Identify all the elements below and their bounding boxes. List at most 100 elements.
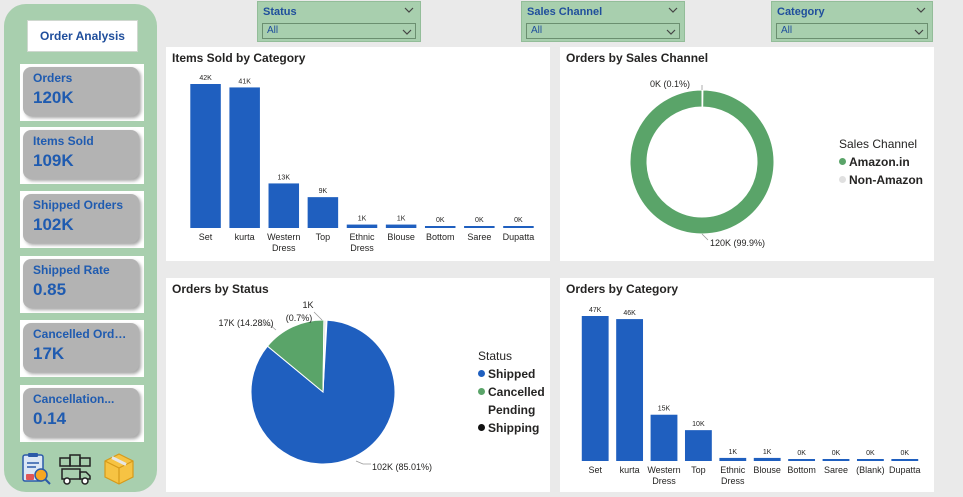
- data-label: 42K: [199, 75, 212, 82]
- legend-item[interactable]: Amazon.in: [839, 153, 923, 171]
- sidebar-icons: [18, 452, 142, 488]
- bar-dupatta[interactable]: [891, 459, 919, 461]
- category-label: Blouse: [387, 232, 415, 242]
- data-label: 1K: [302, 300, 313, 310]
- bar-ethnic-dress[interactable]: [719, 457, 747, 461]
- bar-top[interactable]: [684, 430, 712, 461]
- chevron-down-icon[interactable]: [404, 5, 414, 15]
- filter-title: Sales Channel: [527, 6, 603, 18]
- legend-item[interactable]: Non-Amazon: [839, 171, 923, 189]
- data-label: 0K (0.1%): [650, 79, 690, 89]
- category-label: Dress: [721, 476, 745, 486]
- slice-amazon-in[interactable]: [629, 89, 775, 235]
- category-label: Western: [267, 232, 300, 242]
- data-label: 0K: [436, 217, 445, 224]
- legend-item[interactable]: Shipped: [478, 365, 545, 383]
- category-label: Ethnic: [349, 232, 375, 242]
- bar-blouse[interactable]: [385, 224, 417, 228]
- data-label: (0.7%): [286, 313, 313, 323]
- legend-label: Shipping: [488, 421, 540, 435]
- chart-title: Orders by Status: [172, 282, 269, 296]
- status-pie-chart: 102K (85.01%) 17K (14.28%) 1K (0.7%): [218, 300, 432, 472]
- items-sold-by-category-panel: Items Sold by Category 42K Set 41K kurta 13K…: [166, 47, 550, 261]
- filter-sales-channel[interactable]: Sales Channel All: [521, 1, 685, 42]
- data-label: 41K: [238, 78, 251, 85]
- report-icon[interactable]: [20, 452, 52, 486]
- bar-saree[interactable]: [822, 459, 850, 461]
- kpi-card-orders: Orders 120K: [20, 64, 144, 121]
- bar-western-dress[interactable]: [268, 183, 300, 228]
- filter-value: All: [267, 25, 279, 36]
- sales-channel-select[interactable]: All: [526, 23, 680, 39]
- kpi-value: 109K: [33, 151, 74, 170]
- orders-by-sales-channel-panel: Orders by Sales Channel 0K (0.1%) 120K (9…: [560, 47, 934, 261]
- bar-bottom[interactable]: [788, 459, 816, 461]
- filter-title: Category: [777, 6, 825, 18]
- category-label: Saree: [824, 465, 848, 475]
- kpi-label: Orders: [33, 71, 73, 85]
- delivery-truck-icon[interactable]: [58, 452, 94, 486]
- category-label: Dupatta: [889, 465, 921, 475]
- category-label: Ethnic: [720, 465, 746, 475]
- orders-by-category-panel: Orders by Category 47K Set 46K kurta 15K West…: [560, 278, 934, 492]
- data-label: 0K: [866, 450, 875, 457]
- category-label: Dress: [272, 243, 296, 253]
- chevron-down-icon[interactable]: [916, 5, 926, 15]
- category-label: (Blank): [856, 465, 885, 475]
- kpi-card-cancellation-rate: Cancellation... 0.14: [20, 385, 144, 442]
- legend-title: Sales Channel: [839, 137, 918, 151]
- data-label: 1K: [358, 216, 367, 223]
- bar--blank-[interactable]: [856, 459, 884, 461]
- category-select[interactable]: All: [776, 23, 928, 39]
- chevron-down-icon[interactable]: [914, 27, 924, 37]
- bar-saree[interactable]: [464, 226, 495, 228]
- kpi-label: Shipped Orders: [33, 198, 124, 212]
- bar-set[interactable]: [581, 316, 609, 461]
- legend-item[interactable]: Pending: [478, 401, 545, 419]
- orders-by-status-panel: Orders by Status 102K (85.01%) 17K (14.28…: [166, 278, 550, 492]
- slice-shipping[interactable]: [322, 319, 328, 393]
- kpi-label: Cancellation...: [33, 392, 115, 406]
- kpi-label: Cancelled Orders: [33, 327, 129, 341]
- chart-title: Orders by Category: [566, 282, 679, 296]
- legend-swatch: [478, 388, 485, 395]
- legend-label: Non-Amazon: [849, 173, 923, 187]
- filter-category[interactable]: Category All: [771, 1, 933, 42]
- chevron-down-icon[interactable]: [666, 27, 676, 37]
- bar-set[interactable]: [190, 84, 221, 228]
- bar-bottom[interactable]: [424, 226, 456, 228]
- data-label: 9K: [319, 188, 328, 195]
- bar-ethnic-dress[interactable]: [346, 224, 378, 228]
- bar-western-dress[interactable]: [650, 414, 678, 461]
- legend-label: Pending: [488, 403, 536, 417]
- chevron-down-icon[interactable]: [668, 5, 678, 15]
- bar-kurta[interactable]: [616, 319, 644, 461]
- legend-item[interactable]: Shipping: [478, 419, 545, 437]
- filter-status[interactable]: Status All: [257, 1, 421, 42]
- page-title[interactable]: Order Analysis: [27, 20, 138, 52]
- data-label: 1K: [397, 216, 406, 223]
- kpi-value: 120K: [33, 88, 74, 107]
- data-label: 46K: [623, 310, 636, 317]
- legend: Sales Channel Amazon.in Non-Amazon: [839, 137, 923, 189]
- legend: Status Shipped Cancelled Pending Shippin…: [478, 349, 545, 437]
- kpi-value: 0.14: [33, 409, 67, 428]
- bar-top[interactable]: [307, 197, 339, 228]
- category-label: Top: [691, 465, 706, 475]
- bar-blouse[interactable]: [753, 457, 781, 461]
- status-select[interactable]: All: [262, 23, 416, 39]
- data-label: 10K: [692, 421, 705, 428]
- bar-kurta[interactable]: [229, 87, 260, 228]
- sales-channel-donut-chart: 0K (0.1%) 120K (99.9%): [629, 79, 775, 248]
- category-label: kurta: [620, 465, 640, 475]
- slice-non-amazon[interactable]: [701, 89, 704, 108]
- chevron-down-icon[interactable]: [402, 27, 412, 37]
- legend-item[interactable]: Cancelled: [478, 383, 545, 401]
- bar-dupatta[interactable]: [503, 226, 534, 228]
- data-label: 0K: [832, 450, 841, 457]
- category-label: Dress: [350, 243, 374, 253]
- legend-swatch: [839, 158, 846, 165]
- category-label: Top: [316, 232, 331, 242]
- chart-title: Orders by Sales Channel: [566, 51, 709, 65]
- package-box-icon[interactable]: [102, 452, 136, 486]
